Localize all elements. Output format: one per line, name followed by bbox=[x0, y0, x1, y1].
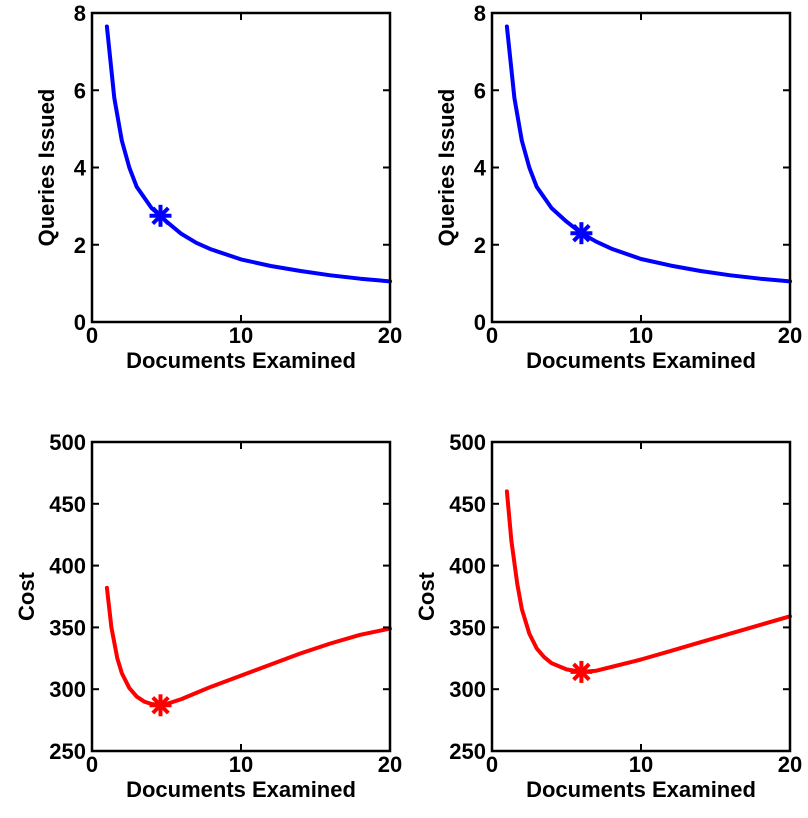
x-tick-label: 10 bbox=[629, 323, 653, 348]
axes-box bbox=[90, 440, 392, 753]
series-line bbox=[104, 24, 392, 284]
x-axis-label: Documents Examined bbox=[126, 348, 356, 373]
x-tick-label: 10 bbox=[229, 323, 253, 348]
y-tick-label: 2 bbox=[74, 233, 86, 258]
y-tick-label: 0 bbox=[474, 310, 486, 335]
y-tick-label: 250 bbox=[449, 739, 486, 764]
y-axis-label: Queries Issued bbox=[434, 89, 459, 247]
y-axis-label: Cost bbox=[14, 571, 39, 621]
optimum-marker bbox=[570, 660, 593, 683]
x-axis-label: Documents Examined bbox=[526, 348, 756, 373]
y-tick-label: 500 bbox=[49, 430, 86, 455]
y-tick-label: 300 bbox=[49, 677, 86, 702]
optimum-marker bbox=[570, 222, 593, 245]
x-tick-label: 0 bbox=[486, 752, 498, 777]
x-tick-label: 20 bbox=[378, 323, 402, 348]
series-line bbox=[504, 24, 792, 284]
y-tick-label: 8 bbox=[74, 1, 86, 26]
marker-stroke bbox=[572, 662, 591, 682]
y-tick-label: 500 bbox=[449, 430, 486, 455]
marker-stroke bbox=[151, 206, 170, 226]
y-tick-label: 4 bbox=[74, 156, 87, 181]
x-axis-label: Documents Examined bbox=[526, 777, 756, 802]
x-tick-label: 20 bbox=[778, 752, 802, 777]
y-tick-label: 350 bbox=[49, 615, 86, 640]
y-tick-label: 8 bbox=[474, 1, 486, 26]
marker-stroke bbox=[151, 696, 170, 715]
x-tick-label: 10 bbox=[229, 752, 253, 777]
y-axis-label: Queries Issued bbox=[34, 89, 59, 247]
x-tick-label: 20 bbox=[778, 323, 802, 348]
y-tick-label: 6 bbox=[474, 78, 486, 103]
y-tick-label: 400 bbox=[49, 554, 86, 579]
series-line bbox=[104, 585, 392, 708]
x-tick-label: 0 bbox=[86, 752, 98, 777]
chart-panel-4: 0 10 20 250 300 350 400 450 500 Documents Examine… bbox=[414, 430, 802, 802]
y-tick-label: 6 bbox=[74, 78, 86, 103]
y-tick-label: 350 bbox=[449, 615, 486, 640]
x-axis-label: Documents Examined bbox=[126, 777, 356, 802]
optimum-marker bbox=[149, 694, 172, 717]
y-tick-label: 0 bbox=[74, 310, 86, 335]
y-tick-label: 450 bbox=[49, 492, 86, 517]
series-line bbox=[504, 489, 792, 674]
y-tick-label: 400 bbox=[449, 554, 486, 579]
x-tick-label: 10 bbox=[629, 752, 653, 777]
y-axis-label: Cost bbox=[414, 571, 439, 621]
x-tick-label: 0 bbox=[86, 323, 98, 348]
chart-panel-2: 0 10 20 0 2 4 6 8 Documents Examined Queries Issu… bbox=[434, 1, 802, 373]
x-tick-label: 20 bbox=[378, 752, 402, 777]
chart-panel-1: 0 10 20 0 2 4 6 8 Documents Examined Queries Issu… bbox=[34, 1, 402, 373]
y-tick-label: 450 bbox=[449, 492, 486, 517]
axes-box bbox=[490, 440, 792, 753]
y-tick-label: 4 bbox=[474, 156, 487, 181]
y-tick-label: 300 bbox=[449, 677, 486, 702]
marker-stroke bbox=[572, 223, 591, 243]
chart-panel-3: 0 10 20 250 300 350 400 450 500 Documents Examine… bbox=[14, 430, 402, 802]
optimum-marker bbox=[149, 204, 172, 227]
y-tick-label: 2 bbox=[474, 233, 486, 258]
y-tick-label: 250 bbox=[49, 739, 86, 764]
x-tick-label: 0 bbox=[486, 323, 498, 348]
